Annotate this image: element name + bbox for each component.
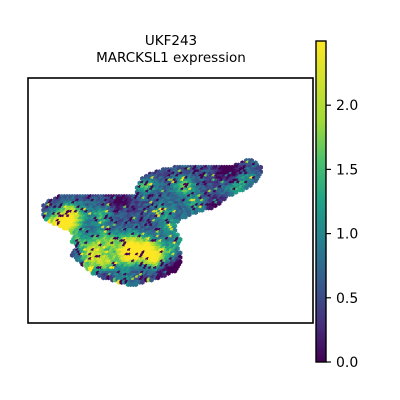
- plot-frame: [27, 77, 314, 324]
- spot: [222, 196, 227, 202]
- colorbar-tick-label: 1.5: [336, 162, 358, 178]
- spot: [186, 212, 192, 218]
- spot: [233, 189, 239, 195]
- spot: [216, 200, 222, 207]
- colorbar-tick-label: 0.0: [336, 355, 358, 371]
- chart-title: UKF243: [145, 33, 197, 49]
- spot: [155, 275, 161, 281]
- spot: [183, 214, 188, 220]
- spot: [253, 178, 258, 184]
- spot: [199, 207, 205, 213]
- colorbar: [315, 40, 327, 363]
- spot: [149, 277, 154, 283]
- spot: [140, 279, 145, 285]
- spot: [133, 281, 139, 288]
- spot: [175, 218, 180, 225]
- spot: [172, 268, 178, 274]
- spot: [209, 205, 214, 211]
- colorbar-tick-label: 0.5: [336, 291, 358, 307]
- spot: [166, 270, 171, 276]
- spot-layer: [41, 157, 263, 288]
- colorbar-tick-label: 2.0: [336, 98, 358, 114]
- colorbar-ticks: 0.0 0.5 1.0 1.5 2.0: [326, 98, 358, 371]
- spot: [212, 202, 218, 209]
- spot: [229, 191, 235, 198]
- chart-subtitle: MARCKSL1 expression: [96, 50, 246, 66]
- spot: [162, 272, 167, 279]
- colorbar-tick-label: 1.0: [336, 227, 358, 243]
- spot: [193, 209, 198, 216]
- spot: [244, 184, 249, 191]
- spot: [240, 187, 245, 193]
- spot: [248, 182, 253, 189]
